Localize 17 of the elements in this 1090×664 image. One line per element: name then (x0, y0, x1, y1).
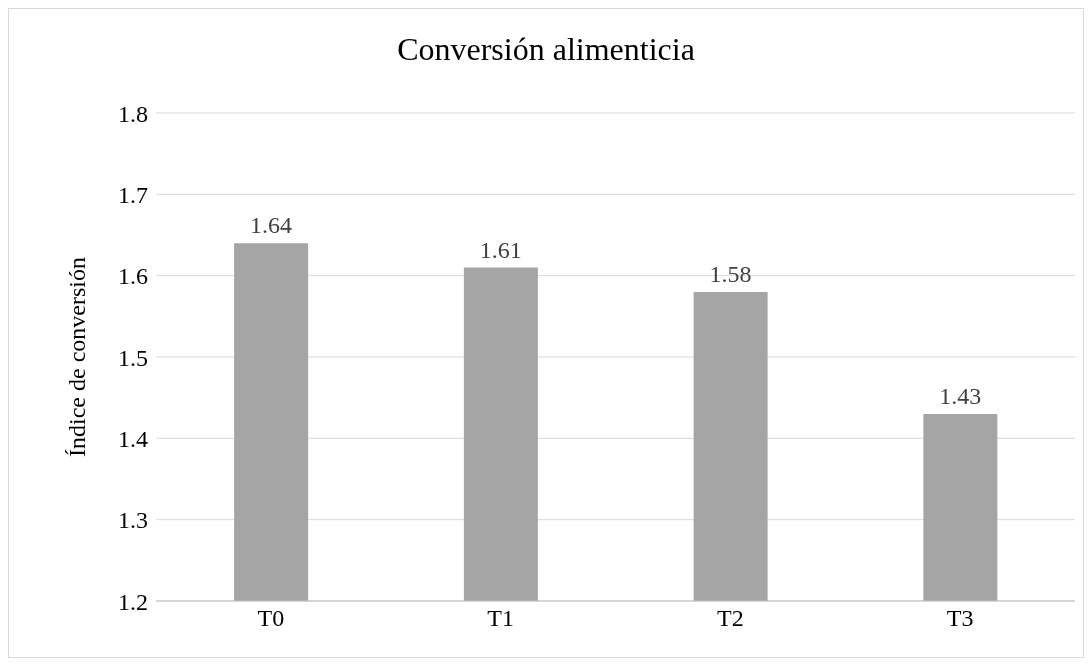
chart-title: Conversión alimenticia (396, 31, 696, 68)
y-tick-label: 1.2 (118, 588, 148, 615)
data-label: 1.61 (479, 236, 522, 263)
data-label: 1.64 (250, 212, 293, 239)
x-tick-label: T0 (257, 605, 285, 632)
x-tick-label: T3 (946, 605, 974, 632)
data-label: 1.43 (939, 382, 982, 409)
y-tick-label: 1.4 (118, 425, 148, 452)
y-tick-label: 1.5 (118, 344, 148, 371)
y-tick-label: 1.8 (118, 100, 148, 127)
x-tick-label: T2 (717, 605, 744, 632)
data-label: 1.58 (709, 260, 752, 287)
y-tick-label: 1.3 (118, 507, 148, 534)
x-tick-label: T1 (487, 605, 514, 632)
y-axis-title: Índice de conversión (63, 257, 90, 457)
y-tick-label: 1.6 (118, 263, 148, 290)
y-tick-label: 1.7 (118, 181, 148, 208)
